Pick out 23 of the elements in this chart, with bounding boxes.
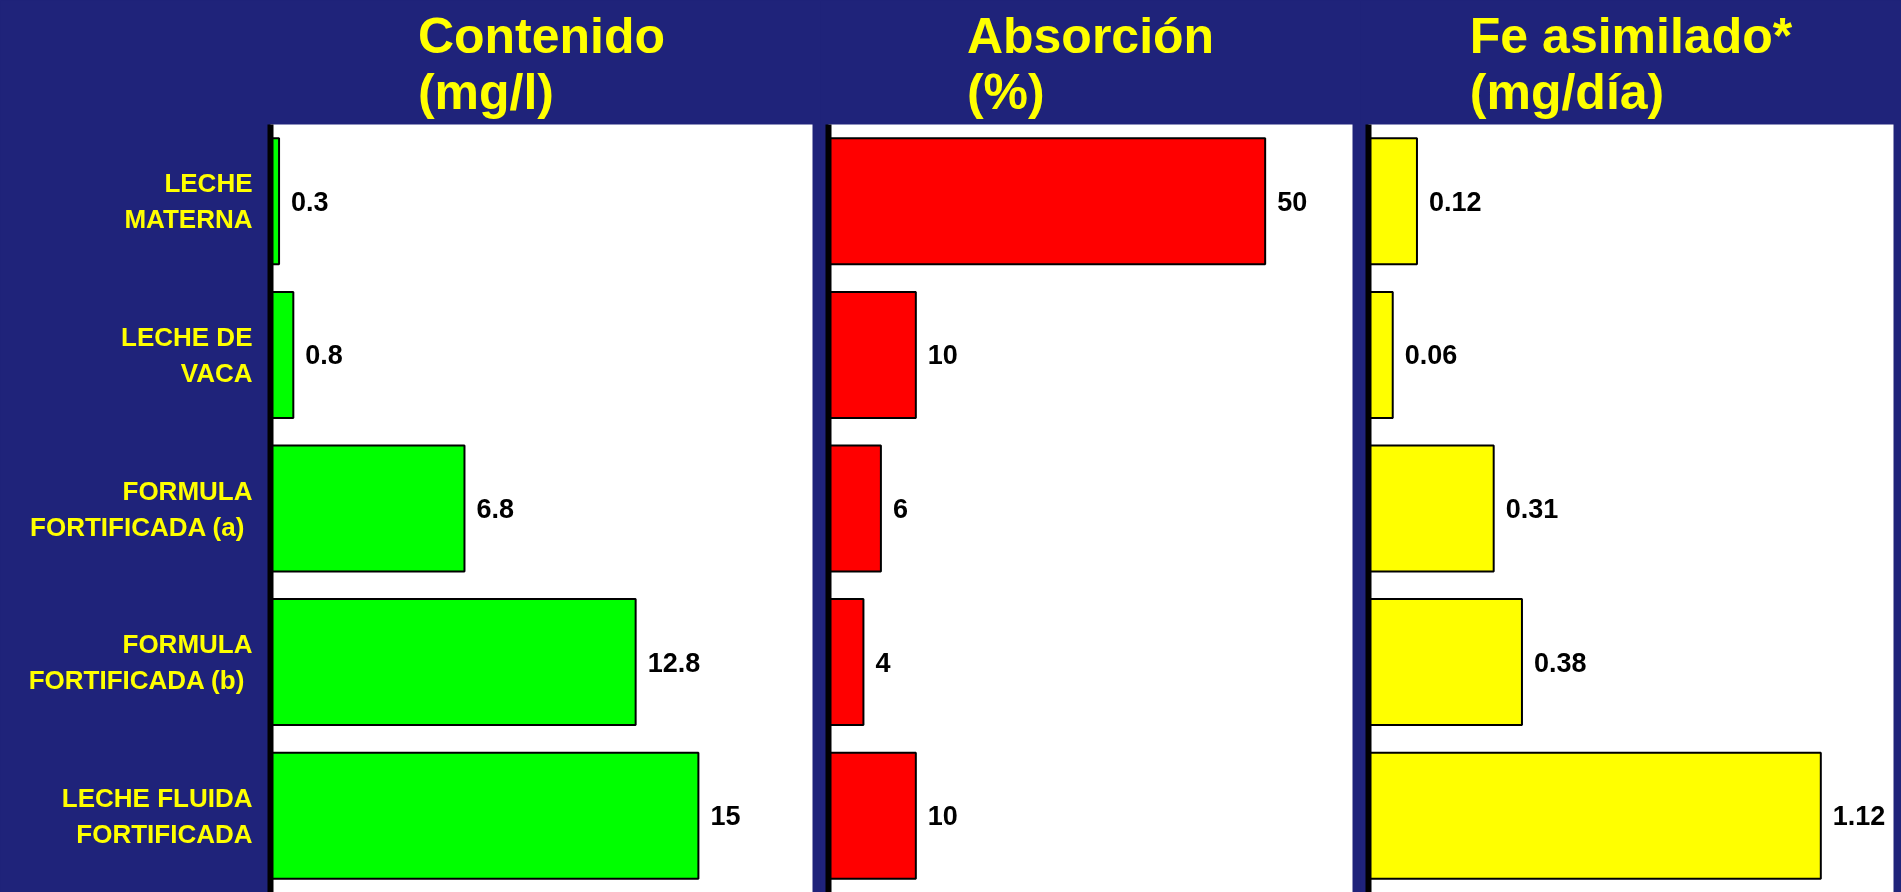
- chart-title: Absorción (%): [966, 7, 1215, 120]
- data-label: 0.06: [1404, 340, 1458, 371]
- y-tick-label: FORMULA FORTIFICADA (a): [30, 475, 253, 542]
- data-label: 0.38: [1533, 647, 1587, 678]
- data-label: 6.8: [476, 494, 515, 524]
- data-label: 15: [710, 801, 741, 832]
- data-label: 0.12: [1428, 186, 1482, 217]
- y-tick-label: FORMULA FORTIFICADA (b): [28, 629, 253, 696]
- data-label: 4: [875, 647, 891, 678]
- data-label: 10: [927, 801, 958, 832]
- y-tick-label: LECHE MATERNA: [124, 168, 253, 235]
- data-label: 0.8: [305, 340, 343, 371]
- data-label: 12.8: [647, 647, 701, 678]
- data-label: 0.3: [291, 186, 329, 217]
- chart-title: Contenido (mg/l): [417, 7, 666, 120]
- y-tick-label: LECHE DE VACA: [121, 321, 253, 388]
- data-label: 50: [1277, 186, 1308, 217]
- chart-title: Fe asimilado* (mg/día): [1469, 7, 1793, 120]
- data-label: 10: [927, 340, 958, 371]
- data-label: 6: [892, 494, 908, 524]
- y-tick-label: LECHE FLUIDA FORTIFICADA: [61, 782, 253, 849]
- data-label: 0.31: [1505, 494, 1559, 524]
- data-label: 1.12: [1832, 801, 1886, 832]
